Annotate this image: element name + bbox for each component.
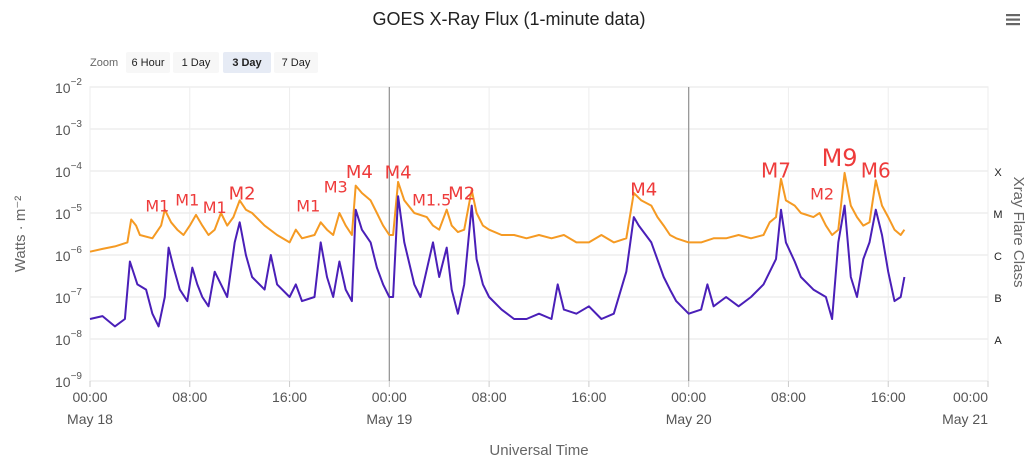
y-tick-label: 10−5: [55, 203, 82, 222]
y-tick-label: 10−6: [55, 245, 82, 264]
zoom-button-3-day[interactable]: 3 Day: [223, 52, 271, 73]
zoom-button-label: 3 Day: [232, 57, 262, 69]
y-tick-label: 10−3: [55, 119, 82, 138]
zoom-button-6-hour[interactable]: 6 Hour: [126, 52, 170, 73]
x-tick-date: May 21: [942, 411, 988, 427]
flare-label: M1: [175, 191, 199, 210]
hamburger-menu-icon[interactable]: [1001, 10, 1025, 28]
flare-class-label: X: [994, 167, 1002, 179]
flare-class-label: M: [993, 209, 1002, 221]
flare-label: M6: [861, 159, 891, 183]
flare-label: M1: [296, 196, 320, 215]
x-tick-time: 00:00: [72, 389, 107, 405]
x-tick-time: 16:00: [272, 389, 307, 405]
flare-label: M4: [630, 180, 657, 201]
y-tick-label: 10−8: [55, 329, 82, 348]
flare-class-label: A: [994, 335, 1002, 347]
flare-class-label: B: [994, 293, 1001, 305]
x-tick-time: 00:00: [671, 389, 706, 405]
series-line-1: [89, 171, 906, 253]
flare-label: M4: [346, 162, 373, 183]
flare-class-axis-label: Xray Flare Class: [1010, 177, 1027, 288]
zoom-button-label: 6 Hour: [131, 57, 164, 69]
flare-label: M7: [761, 159, 791, 183]
zoom-button-1-day[interactable]: 1 Day: [173, 52, 219, 73]
x-tick-time: 08:00: [771, 389, 806, 405]
x-tick-time: 16:00: [871, 389, 906, 405]
flare-label: M3: [324, 177, 348, 196]
y-axis-ticks: 10−2 10−3 10−4 10−5 10−6 10−7 10−8 10−9: [55, 77, 82, 390]
flare-label: M1: [203, 198, 227, 217]
chart-title: GOES X-Ray Flux (1-minute data): [372, 9, 645, 29]
zoom-selector: Zoom 6 Hour 1 Day 3 Day 7 Day: [90, 52, 318, 73]
y-tick-label: 10−2: [55, 77, 82, 96]
flare-label: M9: [822, 144, 858, 172]
x-tick-date: May 19: [366, 411, 412, 427]
x-tick-date: May 20: [666, 411, 712, 427]
zoom-button-label: 7 Day: [282, 57, 311, 69]
x-axis-ticks: 00:00 May 18 08:00 16:00 00:00 May 19 08:00 16:…: [67, 381, 989, 427]
y-tick-label: 10−9: [55, 371, 82, 390]
flare-label: M2: [229, 183, 256, 204]
grid-lines: [89, 86, 989, 382]
x-tick-time: 08:00: [172, 389, 207, 405]
flare-class-label: C: [994, 251, 1002, 263]
flare-label: M2: [448, 183, 475, 204]
flare-label: M1.5: [412, 191, 451, 210]
x-tick-time: 08:00: [472, 389, 507, 405]
x-tick-time: 16:00: [571, 389, 606, 405]
x-axis-label: Universal Time: [489, 442, 588, 459]
zoom-button-label: 1 Day: [182, 57, 211, 69]
series-line-2: [89, 195, 906, 328]
y-axis-label: Watts · m⁻²: [12, 196, 29, 273]
zoom-label: Zoom: [90, 57, 118, 69]
series-group: [89, 171, 906, 328]
flare-class-ticks: X M C B A: [993, 167, 1002, 347]
zoom-button-7-day[interactable]: 7 Day: [274, 52, 318, 73]
x-tick-time: 00:00: [953, 389, 988, 405]
flare-label: M2: [810, 184, 834, 203]
plot-area: [89, 86, 989, 382]
x-tick-date: May 18: [67, 411, 113, 427]
y-tick-label: 10−4: [55, 161, 82, 180]
y-tick-label: 10−7: [55, 287, 82, 306]
flare-label: M1: [145, 196, 169, 215]
x-tick-time: 00:00: [372, 389, 407, 405]
plot-background: [89, 86, 989, 382]
flare-label: M4: [385, 163, 412, 184]
